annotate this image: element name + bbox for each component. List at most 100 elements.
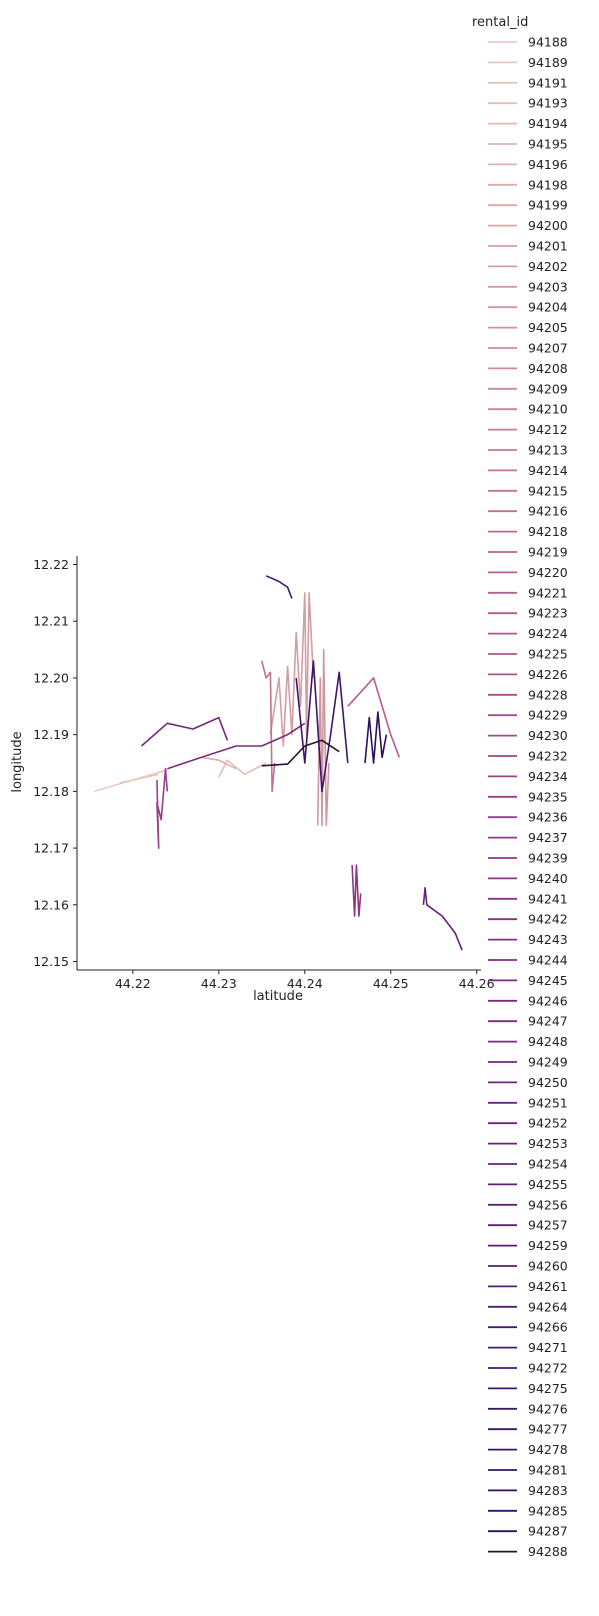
series-line-94235 xyxy=(156,767,169,849)
legend-label-94224: 94224 xyxy=(528,626,568,641)
legend: rental_id 94188 94189 94191 94193 94194 94195… xyxy=(472,15,568,1559)
legend-label-94271: 94271 xyxy=(528,1340,568,1355)
legend-label-94287: 94287 xyxy=(528,1524,568,1539)
legend-label-94209: 94209 xyxy=(528,381,568,396)
legend-label-94214: 94214 xyxy=(528,463,568,478)
series-line-94198 xyxy=(201,756,237,770)
series-line-94215 xyxy=(261,660,276,793)
legend-label-94223: 94223 xyxy=(528,606,568,621)
legend-label-94245: 94245 xyxy=(528,973,568,988)
legend-label-94235: 94235 xyxy=(528,789,568,804)
legend-label-94252: 94252 xyxy=(528,1116,568,1131)
legend-label-94278: 94278 xyxy=(528,1442,568,1457)
legend-label-94204: 94204 xyxy=(528,300,568,315)
legend-label-94246: 94246 xyxy=(528,993,568,1008)
legend-label-94242: 94242 xyxy=(528,912,568,927)
legend-label-94212: 94212 xyxy=(528,422,568,437)
x-tick-label: 44.23 xyxy=(201,976,237,991)
axes xyxy=(76,556,481,971)
legend-label-94237: 94237 xyxy=(528,830,568,845)
x-tick-label: 44.22 xyxy=(115,976,151,991)
y-tick-label: 12.16 xyxy=(33,897,69,912)
y-tick-label: 12.21 xyxy=(33,614,69,629)
legend-label-94210: 94210 xyxy=(528,402,568,417)
x-tick-label: 44.24 xyxy=(287,976,323,991)
legend-label-94218: 94218 xyxy=(528,524,568,539)
legend-label-94247: 94247 xyxy=(528,1014,568,1029)
legend-label-94272: 94272 xyxy=(528,1361,568,1376)
legend-label-94243: 94243 xyxy=(528,932,568,947)
y-tick-label: 12.17 xyxy=(33,841,69,856)
legend-label-94221: 94221 xyxy=(528,585,568,600)
series-line-94245 xyxy=(167,722,306,770)
legend-label-94230: 94230 xyxy=(528,728,568,743)
series-line-94248 xyxy=(140,716,229,747)
legend-title: rental_id xyxy=(472,15,528,30)
legend-label-94256: 94256 xyxy=(528,1197,568,1212)
y-axis-label: longitude xyxy=(10,731,25,792)
legend-label-94202: 94202 xyxy=(528,259,568,274)
legend-label-94254: 94254 xyxy=(528,1157,568,1172)
legend-label-94228: 94228 xyxy=(528,687,568,702)
legend-label-94196: 94196 xyxy=(528,157,568,172)
y-tick-label: 12.22 xyxy=(33,557,69,572)
legend-label-94191: 94191 xyxy=(528,75,568,90)
series-line-94254 xyxy=(422,886,463,951)
legend-label-94205: 94205 xyxy=(528,320,568,335)
series-line-94240 xyxy=(351,864,362,917)
legend-label-94249: 94249 xyxy=(528,1055,568,1070)
legend-label-94188: 94188 xyxy=(528,35,568,50)
legend-label-94288: 94288 xyxy=(528,1544,568,1559)
legend-label-94261: 94261 xyxy=(528,1279,568,1294)
legend-label-94253: 94253 xyxy=(528,1136,568,1151)
series-line-94202 xyxy=(269,592,315,747)
legend-label-94234: 94234 xyxy=(528,769,568,784)
legend-label-94201: 94201 xyxy=(528,239,568,254)
legend-label-94251: 94251 xyxy=(528,1095,568,1110)
series-line-94288 xyxy=(261,739,340,767)
legend-label-94229: 94229 xyxy=(528,708,568,723)
legend-label-94244: 94244 xyxy=(528,953,568,968)
legend-label-94220: 94220 xyxy=(528,565,568,580)
series-line-94189 xyxy=(119,773,159,784)
legend-label-94283: 94283 xyxy=(528,1483,568,1498)
legend-label-94277: 94277 xyxy=(528,1422,568,1437)
legend-label-94266: 94266 xyxy=(528,1320,568,1335)
series-line-94193 xyxy=(218,759,267,778)
legend-label-94239: 94239 xyxy=(528,851,568,866)
ticks: 44.22 44.23 44.24 44.25 44.26 12.15 12.16 12.17… xyxy=(33,557,494,991)
series-line-94221 xyxy=(347,677,401,758)
legend-label-94260: 94260 xyxy=(528,1259,568,1274)
series-line-94287 xyxy=(364,711,388,764)
x-axis-label: latitude xyxy=(253,989,303,1004)
y-tick-label: 12.18 xyxy=(33,784,69,799)
legend-label-94213: 94213 xyxy=(528,443,568,458)
legend-label-94219: 94219 xyxy=(528,545,568,560)
legend-label-94281: 94281 xyxy=(528,1463,568,1478)
legend-label-94189: 94189 xyxy=(528,55,568,70)
series-line-94204 xyxy=(316,648,330,827)
legend-label-94216: 94216 xyxy=(528,504,568,519)
legend-label-94240: 94240 xyxy=(528,871,568,886)
legend-label-94259: 94259 xyxy=(528,1238,568,1253)
legend-label-94198: 94198 xyxy=(528,177,568,192)
legend-label-94215: 94215 xyxy=(528,483,568,498)
legend-label-94194: 94194 xyxy=(528,116,568,131)
legend-label-94195: 94195 xyxy=(528,137,568,152)
y-tick-label: 12.20 xyxy=(33,670,69,685)
legend-label-94193: 94193 xyxy=(528,96,568,111)
legend-label-94225: 94225 xyxy=(528,647,568,662)
series-line-94271 xyxy=(265,575,293,599)
legend-label-94208: 94208 xyxy=(528,361,568,376)
legend-label-94232: 94232 xyxy=(528,749,568,764)
legend-label-94241: 94241 xyxy=(528,891,568,906)
legend-label-94264: 94264 xyxy=(528,1299,568,1314)
legend-label-94207: 94207 xyxy=(528,341,568,356)
legend-label-94200: 94200 xyxy=(528,218,568,233)
legend-label-94255: 94255 xyxy=(528,1177,568,1192)
legend-label-94285: 94285 xyxy=(528,1503,568,1518)
legend-label-94248: 94248 xyxy=(528,1034,568,1049)
y-tick-label: 12.15 xyxy=(33,954,69,969)
series-line-94276 xyxy=(295,660,349,793)
